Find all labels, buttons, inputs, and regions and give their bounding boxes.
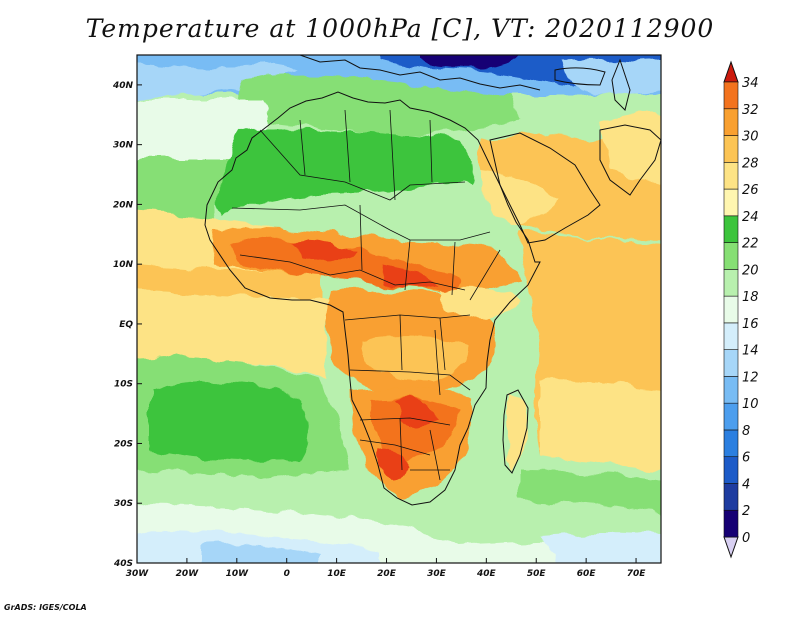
colorbar-label: 12 xyxy=(742,370,759,385)
colorbar-label: 18 xyxy=(742,290,759,305)
lat-tick-label: 20S xyxy=(114,439,133,449)
madagascar-coastline xyxy=(502,389,529,474)
colorbar-label: 30 xyxy=(742,130,759,145)
border-sahel-n xyxy=(231,204,491,241)
colorbar-label: 28 xyxy=(742,156,759,171)
colorbar-bin xyxy=(723,188,739,217)
coastlines xyxy=(204,55,661,506)
lat-tick-label: 30S xyxy=(114,499,133,509)
field-s-indian xyxy=(540,380,661,470)
border-equatorial xyxy=(344,314,471,371)
colorbar-bin xyxy=(723,135,739,163)
arabia-coastline xyxy=(489,132,601,244)
lat-tick-label: 40N xyxy=(112,81,134,91)
colorbar-bin xyxy=(723,483,739,511)
colorbar-bin xyxy=(723,322,739,350)
border-central xyxy=(359,204,501,301)
colorbar-label: 6 xyxy=(742,451,750,466)
colorbar-max-arrow xyxy=(723,60,739,83)
border-north xyxy=(299,109,433,201)
colorbar-label: 0 xyxy=(742,531,750,546)
field-atlantic-cool xyxy=(137,60,300,100)
field-east-africa xyxy=(440,288,520,320)
lon-tick-label: 50E xyxy=(527,569,547,579)
colorbar-bin xyxy=(723,509,739,538)
temperature-field xyxy=(137,55,661,563)
field-namibia-hot xyxy=(375,449,410,478)
colorbar-label: 2 xyxy=(742,504,750,519)
lon-tick-label: 60E xyxy=(577,569,597,579)
colorbar-bin xyxy=(723,161,739,190)
border-sahel-s xyxy=(239,254,466,291)
lon-tick-label: 70E xyxy=(627,569,647,579)
border-south xyxy=(349,369,471,481)
lon-tick-label: 20E xyxy=(377,569,397,579)
lat-tick-label: 10N xyxy=(113,260,134,270)
lat-tick-label: 20N xyxy=(113,200,134,210)
colorbar-bin xyxy=(723,295,739,324)
field-sahel-hottest xyxy=(290,237,360,261)
colorbar-bin xyxy=(723,429,739,458)
colorbar-label: 8 xyxy=(742,424,750,439)
field-madagascar xyxy=(505,395,528,470)
lat-tick-label: 30N xyxy=(113,141,134,151)
colorbar-label: 24 xyxy=(742,210,759,225)
colorbar-bin xyxy=(723,349,739,377)
lat-tick-label: EQ xyxy=(119,320,133,330)
lon-tick-label: 0 xyxy=(284,569,290,579)
lat-tick-label: 10S xyxy=(114,380,133,390)
colorbar-bin xyxy=(723,81,739,110)
map-title: Temperature at 1000hPa [C], VT: 20201129… xyxy=(85,14,715,43)
field-coldest-south xyxy=(200,543,320,563)
lon-tick-label: 20W xyxy=(176,569,200,579)
rift-lakes xyxy=(434,329,441,396)
colorbar-label: 20 xyxy=(742,263,759,278)
black-sea-coastline xyxy=(554,67,606,86)
field-se-cold xyxy=(540,532,661,563)
field-coldest xyxy=(420,55,519,69)
field-iran xyxy=(600,113,661,187)
field-guinea xyxy=(137,265,320,300)
lat-tick-label: 40S xyxy=(113,559,133,569)
colorbar-label: 4 xyxy=(742,477,750,492)
colorbar-bin xyxy=(723,242,739,270)
colorbar-label: 22 xyxy=(742,237,759,252)
colorbar-label: 14 xyxy=(742,344,759,359)
colorbar-label: 32 xyxy=(742,103,759,118)
colorbar-bin xyxy=(723,402,739,431)
colorbar-min-arrow xyxy=(723,536,739,559)
latitude-axis: 40N 30N 20N 10N EQ 10S 20S 30S 40S xyxy=(112,81,142,569)
country-borders xyxy=(231,109,501,481)
field-s-atlantic-warm xyxy=(137,290,330,380)
colorbar-bin xyxy=(723,215,739,243)
caspian-coastline xyxy=(611,58,631,111)
lon-tick-label: 30E xyxy=(427,569,447,579)
europe-coastline xyxy=(299,55,541,91)
longitude-axis: 30W 20W 10W 0 10E 20E 30E 40E 50E 60E 70E xyxy=(126,558,646,579)
field-sahara xyxy=(219,128,474,215)
field-st-helena xyxy=(150,382,310,462)
colorbar-bin xyxy=(723,269,739,297)
africa-coastline xyxy=(204,91,541,506)
south-asia-coastline xyxy=(599,124,661,196)
border-south-africa xyxy=(359,439,450,471)
field-w-atlantic xyxy=(137,160,240,220)
colorbar-bin xyxy=(723,108,739,136)
colorbar-label: 10 xyxy=(742,397,759,412)
grads-credit: GrADS: IGES/COLA xyxy=(4,603,87,612)
colorbar-label: 34 xyxy=(742,76,759,91)
colorbar-label: 26 xyxy=(742,183,759,198)
colorbar-bin xyxy=(723,376,739,404)
lon-tick-label: 30W xyxy=(126,569,150,579)
border-sahara xyxy=(259,129,466,201)
lon-tick-label: 10E xyxy=(327,569,347,579)
colorbar-bin xyxy=(723,456,739,484)
lon-tick-label: 40E xyxy=(476,569,497,579)
colorbar-label: 16 xyxy=(742,317,759,332)
lon-tick-label: 10W xyxy=(226,569,250,579)
map-frame xyxy=(136,54,662,564)
